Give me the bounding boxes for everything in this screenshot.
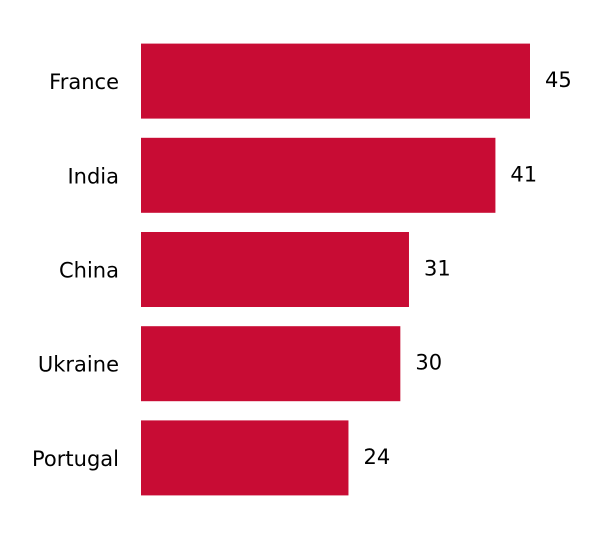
bar bbox=[141, 137, 496, 213]
category-label: India bbox=[67, 164, 119, 188]
category-label: Portugal bbox=[32, 447, 119, 471]
category-label: China bbox=[59, 259, 119, 283]
value-label: 45 bbox=[545, 68, 572, 92]
category-label: Ukraine bbox=[38, 353, 119, 377]
bar bbox=[141, 420, 349, 496]
value-label: 31 bbox=[424, 257, 451, 281]
bar bbox=[141, 326, 401, 402]
value-label: 30 bbox=[415, 351, 442, 375]
value-label: 41 bbox=[510, 162, 537, 186]
value-label: 24 bbox=[363, 445, 390, 469]
bar bbox=[141, 232, 409, 307]
bar bbox=[141, 43, 530, 119]
category-label: France bbox=[49, 70, 119, 94]
